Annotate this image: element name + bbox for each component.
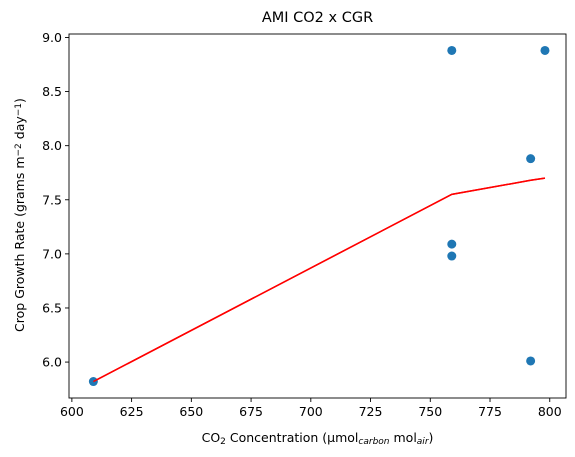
axis-label-part: −2	[14, 143, 24, 156]
axis-label-part: Concentration (μmol	[226, 430, 359, 445]
axis-label-part: Crop Growth Rate (grams m	[12, 156, 27, 331]
x-tick-label: 675	[239, 404, 263, 419]
axis-label-part: day	[12, 116, 27, 144]
x-tick-label: 750	[418, 404, 442, 419]
data-point	[447, 45, 457, 55]
axis-label-part: CO	[202, 430, 221, 445]
y-tick-label: 6.5	[42, 300, 62, 315]
axis-label-part: carbon	[358, 437, 389, 447]
x-tick-label: 800	[538, 404, 562, 419]
trend-line-overlay	[93, 177, 546, 383]
axis-label-part: −1	[14, 103, 24, 116]
y-tick-label: 9.0	[42, 30, 62, 45]
y-tick-label: 7.5	[42, 192, 62, 207]
axis-label-part: mol	[390, 430, 417, 445]
axes-frame	[68, 33, 567, 399]
axis-label-part: )	[429, 430, 434, 445]
axis-label-part: )	[12, 98, 27, 103]
axis-label-part: air	[417, 437, 430, 447]
y-axis-label: Crop Growth Rate (grams m−2 day−1)	[12, 98, 27, 332]
y-tick-label: 8.0	[42, 138, 62, 153]
y-axis-ticks: 6.0 6.5 7.0 7.5 8.0 8.5 9.0	[42, 30, 69, 370]
x-tick-label: 700	[299, 404, 323, 419]
x-tick-label: 775	[478, 404, 502, 419]
data-point	[447, 251, 457, 261]
x-tick-label: 725	[359, 404, 383, 419]
axis-label-part: 2	[220, 437, 226, 447]
x-axis-label: CO2 Concentration (μmolcarbon molair)	[202, 430, 434, 447]
trend-line	[93, 177, 546, 383]
x-tick-label: 650	[179, 404, 203, 419]
x-axis-ticks: 600 625 650 675 700 725 750 775 800	[60, 398, 562, 419]
y-tick-label: 7.0	[42, 246, 62, 261]
data-point	[526, 356, 536, 366]
chart-title: AMI CO2 x CGR	[262, 10, 373, 26]
data-point	[447, 239, 457, 249]
x-tick-label: 625	[120, 404, 144, 419]
data-point	[540, 45, 550, 55]
y-tick-label: 6.0	[42, 355, 62, 370]
plot-area	[68, 33, 567, 399]
y-tick-label: 8.5	[42, 84, 62, 99]
x-tick-label: 600	[60, 404, 84, 419]
data-point	[526, 154, 536, 164]
